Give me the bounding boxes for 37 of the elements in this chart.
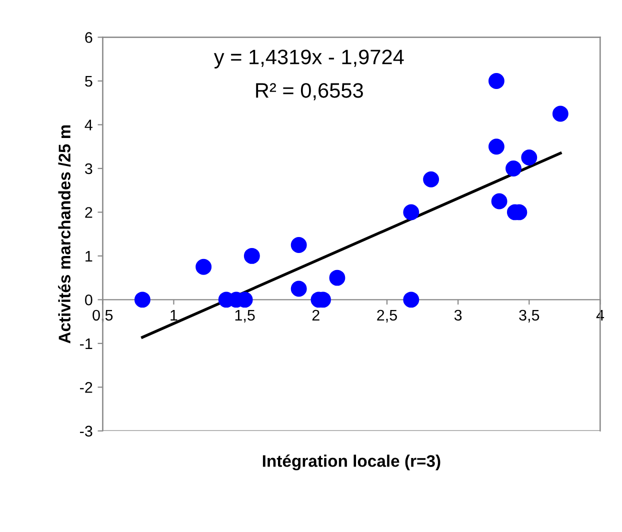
y-tick-label: 5: [85, 76, 92, 87]
x-tick-label: 2,5: [377, 310, 397, 322]
annotation: y = 1,4319x - 1,9724: [214, 50, 404, 68]
point: [403, 204, 420, 220]
y-tick-label: 3: [84, 163, 92, 174]
y-tick-label: 1: [86, 250, 92, 262]
x-tick-label: 1: [170, 310, 178, 320]
y-tick-label: 6: [85, 32, 92, 43]
point: [290, 280, 307, 297]
x-axis-title: Intégration locale (r=3): [262, 454, 440, 470]
point: [196, 258, 212, 275]
point: [521, 150, 538, 166]
point: [491, 193, 508, 210]
y-tick-label: 0: [85, 294, 92, 306]
x-tick-label: 2: [312, 310, 320, 320]
point: [329, 270, 346, 286]
point: [488, 73, 504, 89]
x-tick-label: 4: [596, 310, 604, 320]
annotation: R² = 0,6553: [256, 83, 363, 100]
x-tick-label: 3: [454, 310, 462, 321]
y-tick-label: -2: [80, 382, 92, 393]
point: [423, 171, 440, 188]
point: [290, 237, 307, 253]
x-tick-label: 0,5: [92, 310, 113, 322]
y-axis-title: Activités marchandes /25 m: [58, 125, 71, 344]
point: [244, 248, 260, 264]
point: [403, 292, 420, 308]
y-tick-label: -1: [80, 338, 92, 349]
y-tick-label: -3: [80, 426, 92, 437]
x-tick-label: 3,5: [519, 310, 540, 322]
x-tick-label: 1,5: [235, 310, 255, 322]
y-tick-label: 4: [84, 120, 92, 130]
point: [506, 160, 522, 176]
point: [134, 292, 150, 308]
point: [488, 138, 504, 155]
y-tick-label: 2: [85, 207, 92, 218]
point: [552, 106, 568, 122]
